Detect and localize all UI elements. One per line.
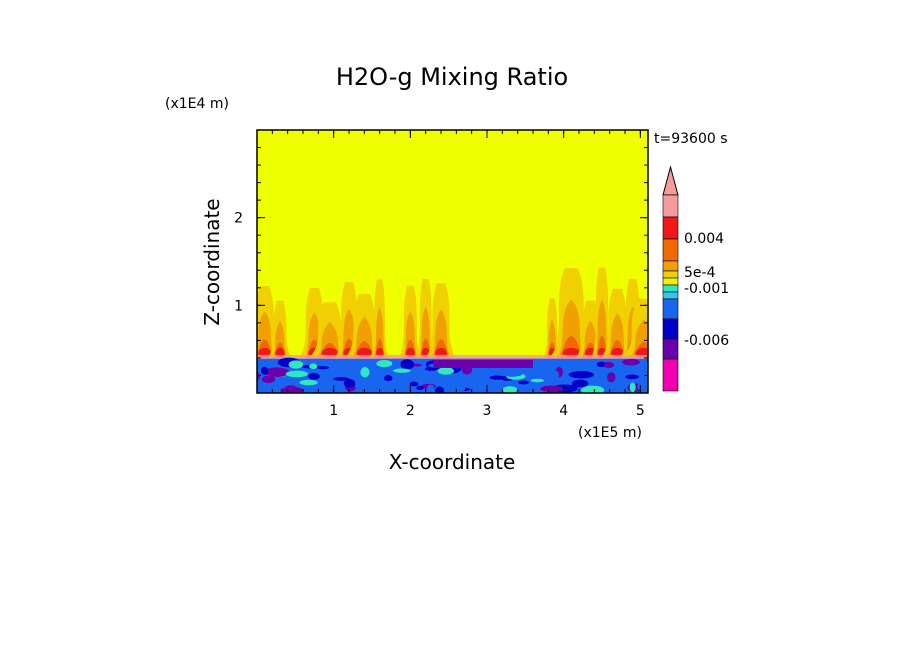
surface-blob: [309, 363, 318, 370]
plume-mid: [430, 309, 452, 358]
x-scale-label: (x1E5 m): [578, 425, 642, 441]
surface-blob: [257, 372, 261, 381]
surface-blob: [622, 358, 640, 366]
plume-mid: [556, 299, 587, 358]
surface-blob: [502, 386, 518, 393]
surface-blob: [437, 367, 455, 375]
x-tick-label: 2: [406, 403, 415, 419]
plot-frame: [256, 129, 649, 394]
colorbar-segment: [662, 238, 679, 262]
surface-blob: [399, 387, 414, 392]
y-scale-label: (x1E4 m): [165, 96, 229, 112]
surface-blob: [330, 360, 349, 372]
colorbar-segment: [662, 291, 679, 300]
colorbar-segment: [662, 318, 679, 340]
surface-blob: [546, 369, 560, 381]
surface-blob: [489, 375, 505, 380]
y-tick-label: 1: [234, 298, 243, 314]
plume-mid: [315, 321, 345, 358]
surface-blob: [625, 374, 640, 380]
y-axis: 12: [234, 147, 648, 376]
x-axis: 1 2 3 4 5: [271, 130, 645, 419]
surface-blob: [261, 375, 276, 384]
surface-blob: [316, 366, 330, 370]
colorbar-labels: 0.004 5e-4-0.001 -0.006: [684, 231, 729, 349]
colorbar-label: -0.006: [684, 333, 729, 349]
surface-blob: [257, 364, 281, 368]
plume-mid: [351, 316, 378, 358]
surface-layer: [257, 354, 648, 393]
surface-blob: [343, 378, 356, 389]
surface-blob: [452, 383, 466, 393]
surface-blob: [409, 381, 419, 387]
surface-blob: [581, 385, 605, 393]
surface-blob: [607, 372, 616, 383]
colorbar: [662, 165, 679, 392]
x-tick-label: 4: [559, 403, 568, 419]
y-axis-label: Z-coordinate: [200, 198, 224, 325]
plume-mid: [418, 306, 433, 358]
x-tick-label: 1: [329, 403, 338, 419]
colorbar-label: 5e-4: [684, 265, 716, 281]
surface-blob: [540, 385, 564, 393]
surface-blob: [285, 370, 309, 378]
time-label: t=93600 s: [654, 131, 728, 147]
surface-blob: [299, 379, 318, 386]
surface-blob: [493, 381, 505, 389]
surface-blob: [518, 380, 529, 385]
x-tick-label: 3: [483, 403, 492, 419]
plot-area: [257, 130, 648, 393]
plume-mid: [546, 319, 559, 358]
chart-title: H2O-g Mixing Ratio: [336, 63, 568, 91]
surface-blob: [308, 372, 320, 380]
surface-blob: [360, 367, 370, 378]
plume-mid: [606, 312, 629, 358]
colorbar-label: 0.004: [684, 231, 724, 247]
colorbar-label: -0.001: [684, 281, 729, 297]
plume-mid: [373, 306, 387, 358]
surface-blob: [392, 368, 411, 373]
surface-blob: [592, 366, 602, 371]
surface-blob: [288, 360, 304, 369]
colorbar-segment: [662, 284, 679, 293]
colorbar-arrow: [662, 165, 679, 196]
plume-layer: [257, 267, 648, 358]
surface-stripe: [433, 359, 533, 368]
colorbar-segment: [662, 277, 679, 286]
surface-blob: [435, 386, 445, 393]
colorbar-segment: [662, 338, 679, 360]
colorbar-segment: [662, 298, 679, 320]
surface-blob: [486, 370, 497, 377]
colorbar-segment: [662, 216, 679, 240]
surface-blob: [571, 379, 589, 388]
surface-blob: [427, 384, 435, 391]
surface-blob: [629, 382, 636, 393]
surface-blob: [400, 359, 415, 370]
surface-blob: [264, 367, 290, 377]
surface-blob: [330, 370, 352, 376]
plume-mid: [272, 320, 288, 358]
colorbar-segment: [662, 260, 679, 272]
surface-blob: [260, 366, 269, 375]
plume-mid: [402, 310, 419, 358]
x-axis-label: X-coordinate: [389, 450, 516, 474]
surface-blob: [530, 378, 544, 383]
surface-edge: [257, 354, 648, 359]
colorbar-segment: [662, 358, 679, 392]
colorbar-segment: [662, 270, 679, 279]
surface-blob: [376, 359, 393, 368]
surface-blob: [333, 377, 350, 381]
x-tick-label: 5: [636, 403, 645, 419]
surface-blob: [603, 361, 615, 369]
y-tick-label: 2: [234, 211, 243, 227]
surface-blob: [383, 375, 393, 382]
plume-mid: [594, 299, 610, 358]
surface-blob: [416, 385, 424, 391]
surface-blob: [568, 371, 595, 379]
colorbar-segment: [662, 194, 679, 218]
surface-blob: [285, 385, 297, 391]
